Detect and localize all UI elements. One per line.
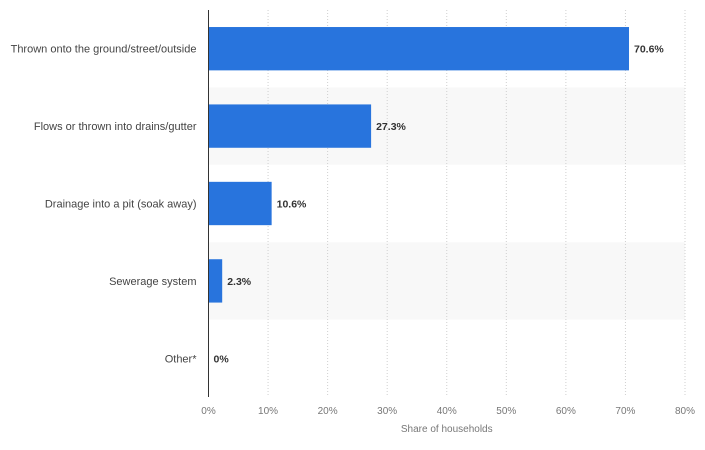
bar <box>208 104 372 148</box>
data-label: 27.3% <box>376 121 406 133</box>
x-axis-title: Share of households <box>401 424 493 435</box>
category-label: Thrown onto the ground/street/outside <box>11 44 197 56</box>
x-tick-label: 80% <box>675 406 695 417</box>
data-label: 2.3% <box>227 276 252 288</box>
data-labels: 70.6% 27.3% 10.6% 2.3% 0% <box>214 44 665 366</box>
bar <box>208 259 223 303</box>
bar <box>208 27 630 71</box>
x-tick-label: 20% <box>318 406 338 417</box>
category-label: Drainage into a pit (soak away) <box>45 199 197 211</box>
category-label: Other* <box>165 353 198 365</box>
x-tick-label: 10% <box>258 406 278 417</box>
x-tick-label: 70% <box>615 406 635 417</box>
data-label: 0% <box>214 353 230 365</box>
x-tick-label: 50% <box>496 406 516 417</box>
bar <box>208 181 272 226</box>
bars <box>208 27 630 303</box>
x-tick-labels: 0% 10% 20% 30% 40% 50% 60% 70% 80% <box>201 406 695 417</box>
category-label: Flows or thrown into drains/gutter <box>34 121 197 133</box>
x-tick-label: 60% <box>556 406 576 417</box>
data-label: 10.6% <box>277 199 307 211</box>
x-tick-label: 40% <box>437 406 457 417</box>
category-labels: Thrown onto the ground/street/outside Flo… <box>11 44 198 366</box>
x-tick-label: 30% <box>377 406 397 417</box>
category-label: Sewerage system <box>109 276 196 288</box>
data-label: 70.6% <box>634 44 664 56</box>
x-tick-label: 0% <box>201 406 216 417</box>
